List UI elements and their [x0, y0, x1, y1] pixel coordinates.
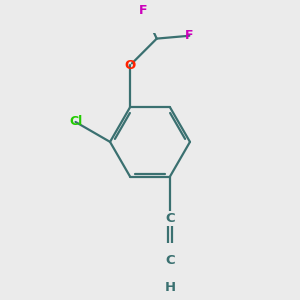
Text: C: C: [165, 212, 175, 225]
Text: F: F: [185, 29, 194, 42]
Text: H: H: [164, 281, 175, 294]
Text: O: O: [124, 59, 136, 72]
Text: C: C: [165, 254, 175, 267]
Text: F: F: [139, 4, 148, 16]
Text: Cl: Cl: [69, 116, 82, 128]
